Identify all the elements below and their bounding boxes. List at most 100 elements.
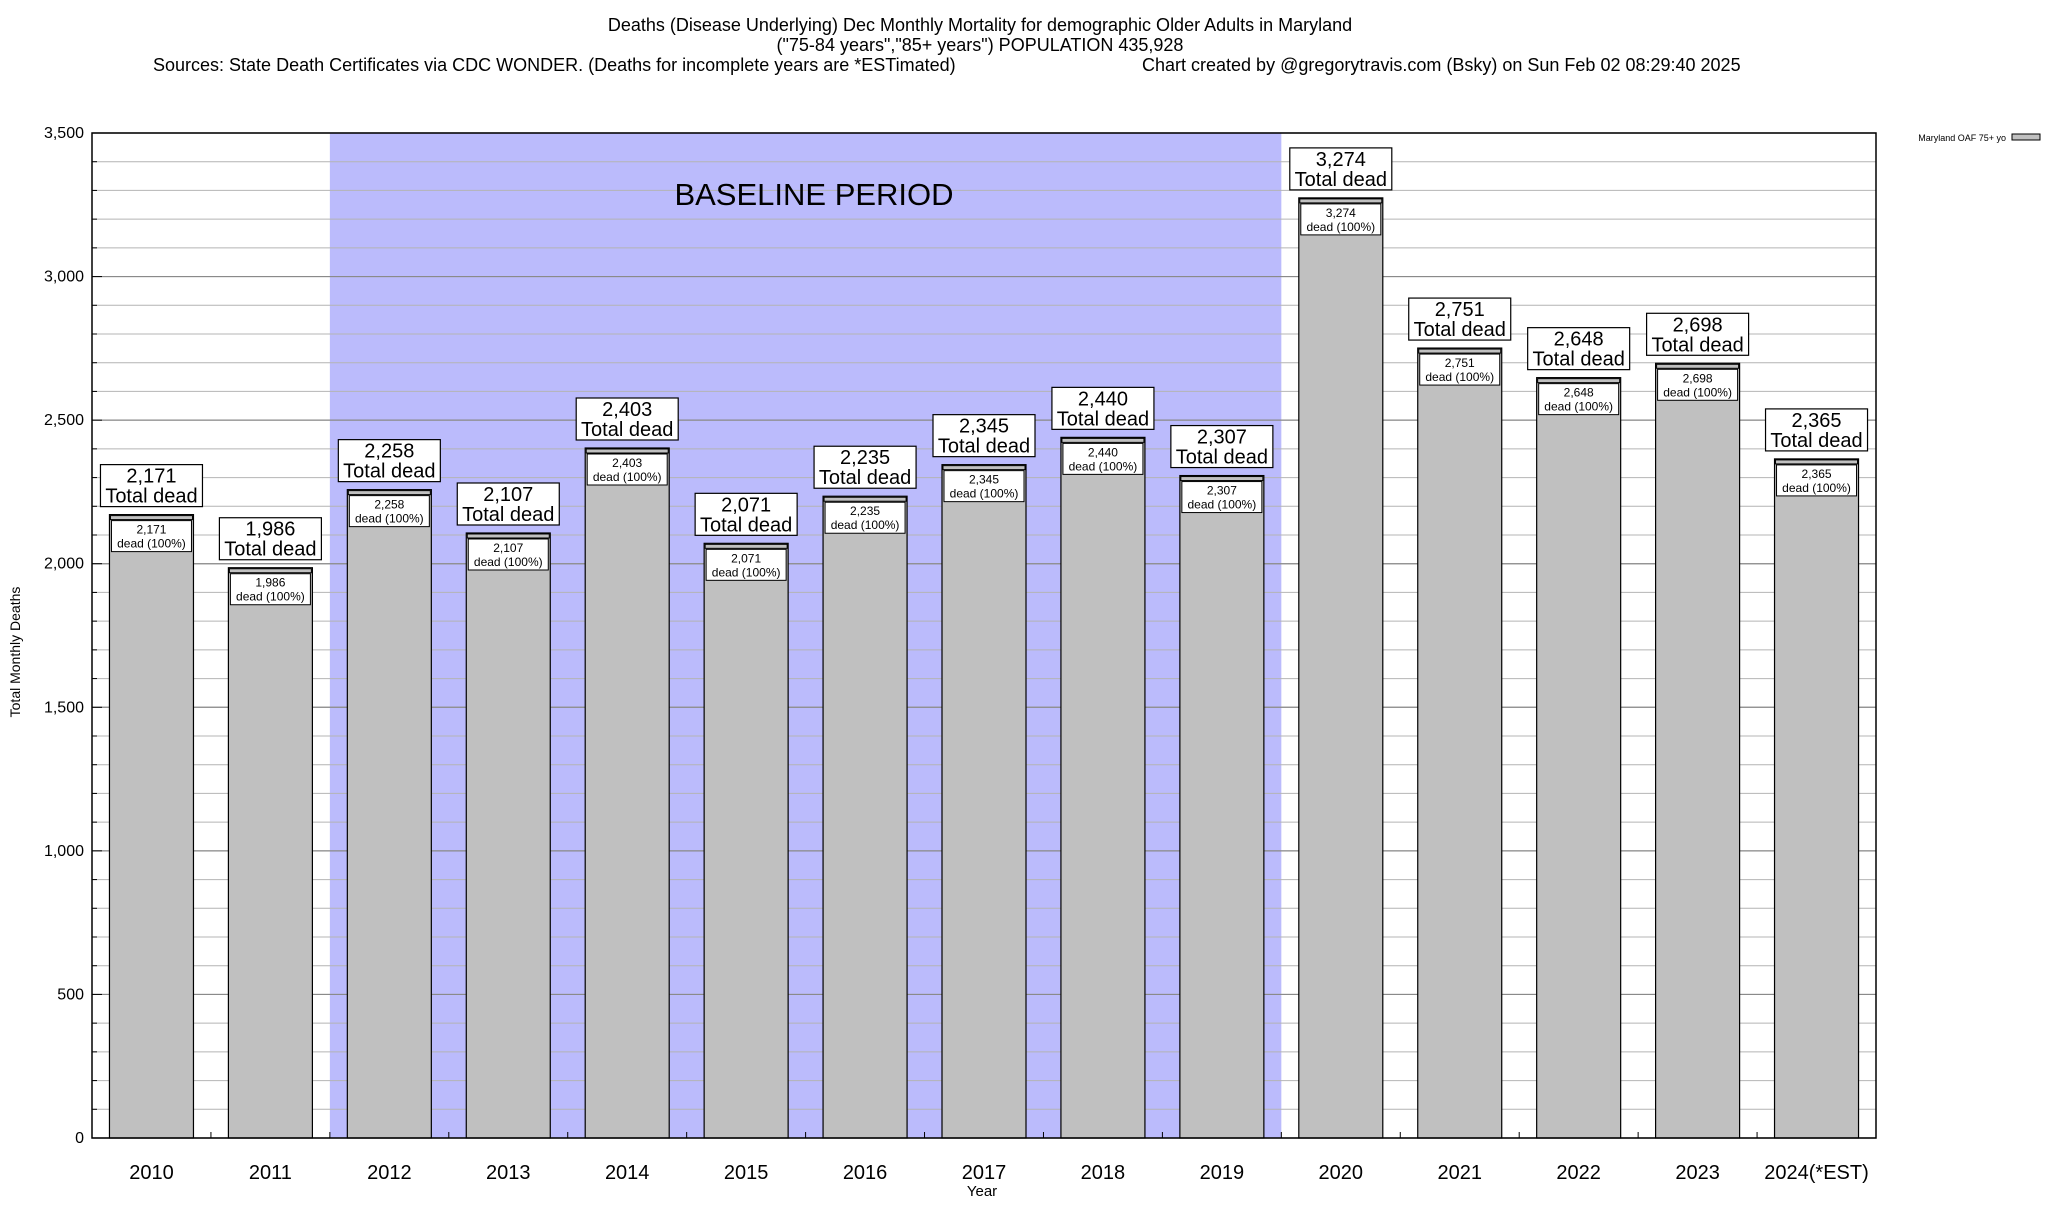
bar <box>346 489 432 1139</box>
inner-value-label: 2,235 <box>850 504 880 518</box>
inner-percent-label: dead (100%) <box>117 537 186 551</box>
baseline-label: BASELINE PERIOD <box>674 177 953 212</box>
total-dead-label: Total dead <box>700 514 792 536</box>
x-tick-label: 2018 <box>1081 1162 1126 1184</box>
inner-percent-label: dead (100%) <box>712 565 781 579</box>
bar-top-strip <box>704 543 788 549</box>
inner-percent-label: dead (100%) <box>355 512 424 526</box>
bar-top-strip <box>942 465 1026 471</box>
total-label-box <box>932 414 1036 458</box>
inner-value-label: 2,171 <box>136 523 166 537</box>
x-tick-label: 2012 <box>367 1162 412 1184</box>
inner-percent-label: dead (100%) <box>1425 370 1494 384</box>
total-label-box <box>1527 327 1631 371</box>
x-tick-label: 2024(*EST) <box>1764 1162 1869 1184</box>
total-dead-label: Total dead <box>581 419 673 441</box>
bar <box>822 495 908 1139</box>
x-tick-label: 2020 <box>1319 1162 1364 1184</box>
inner-label-box <box>229 573 311 606</box>
inner-value-label: 1,986 <box>255 576 285 590</box>
x-tick-label: 2013 <box>486 1162 531 1184</box>
bar-top-strip <box>1656 363 1740 369</box>
total-dead-label: Total dead <box>105 486 197 508</box>
bar <box>227 567 313 1139</box>
total-dead-label: Total dead <box>343 461 435 483</box>
bar <box>703 542 789 1139</box>
bar <box>1298 197 1384 1139</box>
bar-top-strip <box>1537 378 1621 384</box>
bar-top-strip <box>109 515 193 521</box>
total-label-box <box>1645 312 1750 356</box>
bar <box>1179 474 1265 1139</box>
x-tick-label: 2023 <box>1675 1162 1720 1184</box>
inner-percent-label: dead (100%) <box>1782 481 1851 495</box>
legend-label: Maryland OAF 75+ yo <box>1918 133 2006 143</box>
total-dead-label: Total dead <box>224 539 316 561</box>
total-dead-label: Total dead <box>1295 169 1387 191</box>
inner-label-box <box>1419 353 1501 386</box>
y-tick-label: 2,500 <box>44 412 84 429</box>
bar <box>1060 436 1146 1139</box>
chart-title-line-1: Deaths (Disease Underlying) Dec Monthly … <box>608 15 1352 35</box>
total-label-box <box>813 445 917 489</box>
inner-label-box <box>1181 481 1263 514</box>
inner-value-label: 2,071 <box>731 551 761 565</box>
inner-percent-label: dead (100%) <box>1544 400 1613 414</box>
inner-label-box <box>586 453 668 486</box>
total-label-box <box>337 439 441 483</box>
total-dead-label: Total dead <box>1651 334 1743 356</box>
inner-label-box <box>1776 464 1858 497</box>
inner-value-label: 2,698 <box>1683 371 1713 385</box>
inner-label-box <box>943 470 1025 503</box>
x-tick-label: 2010 <box>129 1162 174 1184</box>
total-value-label: 2,071 <box>721 494 771 516</box>
x-tick-label: 2021 <box>1437 1162 1482 1184</box>
x-tick-label: 2017 <box>962 1162 1007 1184</box>
total-value-label: 2,365 <box>1792 410 1842 432</box>
total-value-label: 2,345 <box>959 416 1009 438</box>
total-value-label: 2,698 <box>1673 314 1723 336</box>
inner-label-box <box>110 520 192 553</box>
y-tick-label: 3,500 <box>44 125 84 142</box>
inner-value-label: 3,274 <box>1326 206 1356 220</box>
total-value-label: 2,307 <box>1197 427 1247 449</box>
inner-label-box <box>1657 368 1739 401</box>
y-tick-label: 1,500 <box>44 699 84 716</box>
bar-top-strip <box>823 496 907 502</box>
inner-value-label: 2,307 <box>1207 484 1237 498</box>
x-tick-label: 2022 <box>1556 1162 1601 1184</box>
inner-value-label: 2,403 <box>612 456 642 470</box>
inner-label-box <box>824 501 906 534</box>
bar-top-strip <box>1299 198 1383 204</box>
inner-percent-label: dead (100%) <box>1069 459 1138 473</box>
total-value-label: 2,751 <box>1435 299 1485 321</box>
x-tick-label: 2011 <box>249 1162 292 1184</box>
inner-value-label: 2,648 <box>1564 386 1594 400</box>
bar <box>1536 377 1622 1139</box>
bar-top-strip <box>347 490 431 496</box>
y-axis-label: Total Monthly Deaths <box>7 587 23 718</box>
x-tick-label: 2019 <box>1200 1162 1245 1184</box>
total-dead-label: Total dead <box>1176 447 1268 469</box>
inner-label-box <box>705 548 787 581</box>
inner-value-label: 2,365 <box>1802 467 1832 481</box>
inner-label-box <box>348 495 430 528</box>
bar-top-strip <box>1180 476 1264 482</box>
inner-percent-label: dead (100%) <box>1188 498 1257 512</box>
y-tick-label: 1,000 <box>44 843 84 860</box>
bar <box>465 532 551 1139</box>
chart-title-line-2: ("75-84 years","85+ years") POPULATION 4… <box>777 35 1184 55</box>
total-dead-label: Total dead <box>462 504 554 526</box>
bar-top-strip <box>466 533 550 539</box>
inner-percent-label: dead (100%) <box>1663 385 1732 399</box>
inner-value-label: 2,440 <box>1088 445 1118 459</box>
inner-value-label: 2,345 <box>969 473 999 487</box>
